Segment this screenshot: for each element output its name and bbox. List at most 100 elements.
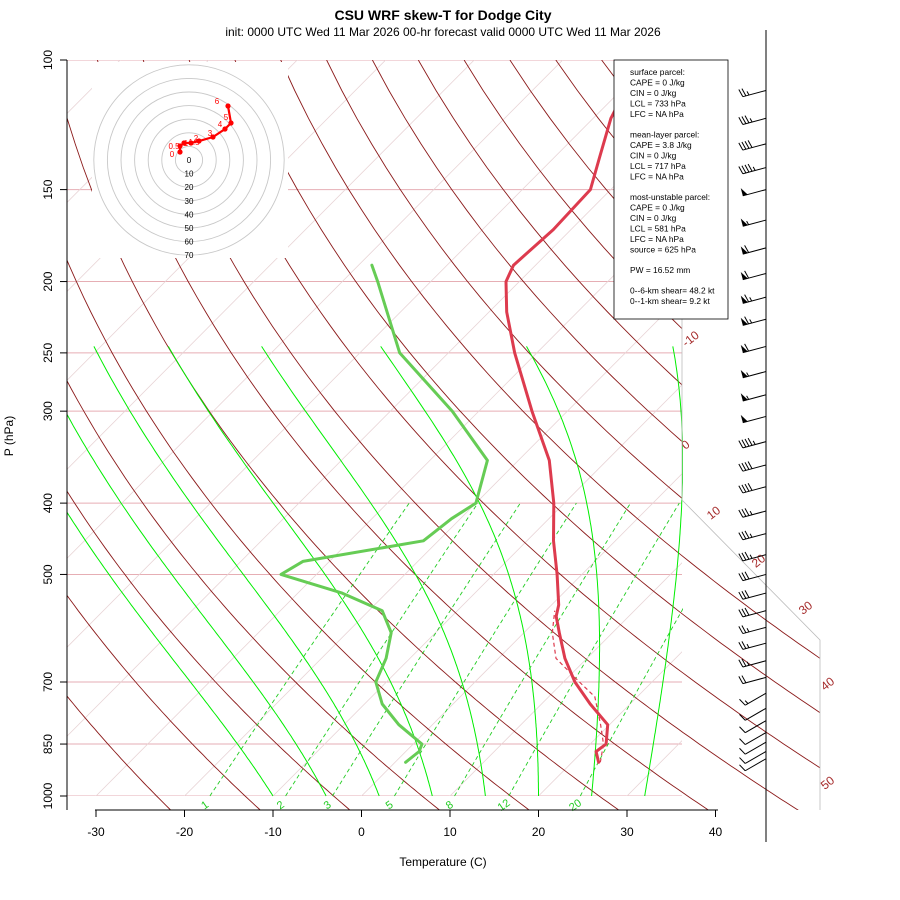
y-axis-label: P (hPa) [2,416,16,456]
mixing-ratio-label: 5 [384,799,396,812]
hodograph-point [225,103,231,109]
isotherm-gridline [183,295,682,796]
wind-barbs [738,30,767,842]
wind-barb [738,437,767,449]
mixing-ratio-label: 8 [444,799,456,812]
y-tick-label: 200 [41,271,55,291]
mixing-ratio-labels: 1 2 3 5 8 12 20 [199,797,584,814]
y-tick-label: 300 [41,401,55,421]
wind-barb [738,530,767,541]
hodograph-ring-label: 10 [185,170,194,179]
wind-barb [740,393,767,402]
y-tick-label: 100 [41,50,55,70]
y-tick-label: 850 [41,734,55,754]
info-line: CIN = 0 J/kg [630,213,677,223]
hodograph-ring-label: 40 [185,210,194,219]
hodograph-point [188,140,194,146]
info-line: LFC = NA hPa [630,234,684,244]
isotherm-label: 20 [749,551,768,570]
mixing-ratio-line [508,502,680,797]
wind-barb [739,720,767,734]
info-line: LFC = NA hPa [630,109,684,119]
moist-adiabat [167,346,433,797]
dry-adiabat [188,60,820,810]
y-tick-label: 500 [41,564,55,584]
mixing-ratio-label: 12 [496,797,513,814]
hodograph-ring-label: 20 [185,183,194,192]
wind-barb [738,675,767,685]
wind-barb [739,692,767,706]
hodograph-point [181,140,187,146]
isotherm-label: 50 [818,773,837,792]
wind-barb [740,369,767,379]
hodograph-ring [134,105,244,215]
moist-adiabats [67,346,683,797]
info-line: 0--6-km shear= 48.2 kt [630,286,715,296]
y-tick-label: 250 [41,343,55,363]
info-line: LCL = 717 hPa [630,161,686,171]
dry-adiabat [67,60,356,810]
parcel-trace [551,610,605,763]
wind-barb [740,218,767,227]
wind-barb [740,270,767,281]
wind-barb [738,551,767,562]
mixing-ratio-line [209,502,410,797]
wind-barb [740,414,767,424]
dry-adiabat [234,60,820,810]
dry-adiabat [67,60,446,810]
dry-adiabat [142,60,806,810]
hodograph-ring [106,77,272,243]
dry-adiabat [326,60,820,810]
hodograph-ring-label: 70 [185,251,194,260]
hodograph-ring [161,132,217,188]
isotherm-gridline [95,206,682,796]
info-line: surface parcel: [630,67,685,77]
x-tick-label: 20 [532,825,546,839]
info-line: LCL = 733 hPa [630,99,686,109]
wind-barb [738,641,767,650]
moist-adiabat [93,346,380,797]
hodograph-point [177,149,183,155]
wind-barb [738,115,767,125]
isotherm-label: 0 [679,437,693,452]
dry-adiabat [784,60,820,810]
info-box-frame [613,59,729,320]
x-tick-label: -30 [87,825,105,839]
y-tick-label: 150 [41,179,55,199]
isotherm-gridline [67,60,563,559]
mixing-ratio-lines [209,502,683,797]
hodograph-height-label: 0.5 [168,142,180,151]
x-tick-label: 0 [358,825,365,839]
hodograph-point [196,138,202,144]
wind-barb [738,140,767,151]
wind-barb [739,741,767,755]
wind-barb [739,732,767,746]
info-line: 0--1-km shear= 9.2 kt [630,296,710,306]
wind-barb [738,590,767,600]
chart-subtitle: init: 0000 UTC Wed 11 Mar 2026 00-hr for… [225,25,661,39]
moist-adiabat [67,511,274,797]
hodograph-height-label: 3 [208,129,213,138]
dry-adiabat [417,60,820,810]
wind-barb [738,607,767,618]
temperature-trace [504,67,635,764]
info-pw: PW = 16.52 mm [630,265,690,275]
hodograph-ring [174,145,204,175]
mixing-ratio-line [332,502,521,797]
hodograph-ring [147,118,231,202]
isotherm-gridline [537,651,682,796]
isotherm-gridline [789,60,900,812]
wind-barb [738,508,767,518]
wind-barb [739,758,767,772]
hodograph-ring [120,91,258,229]
x-tick-label: -20 [176,825,194,839]
y-tick-label: 400 [41,493,55,513]
wind-barb [740,343,767,354]
dry-adiabat [372,60,820,810]
x-axis-label: Temperature (C) [399,855,486,869]
dry-adiabat [96,60,716,810]
mixing-ratio-line [454,502,631,797]
